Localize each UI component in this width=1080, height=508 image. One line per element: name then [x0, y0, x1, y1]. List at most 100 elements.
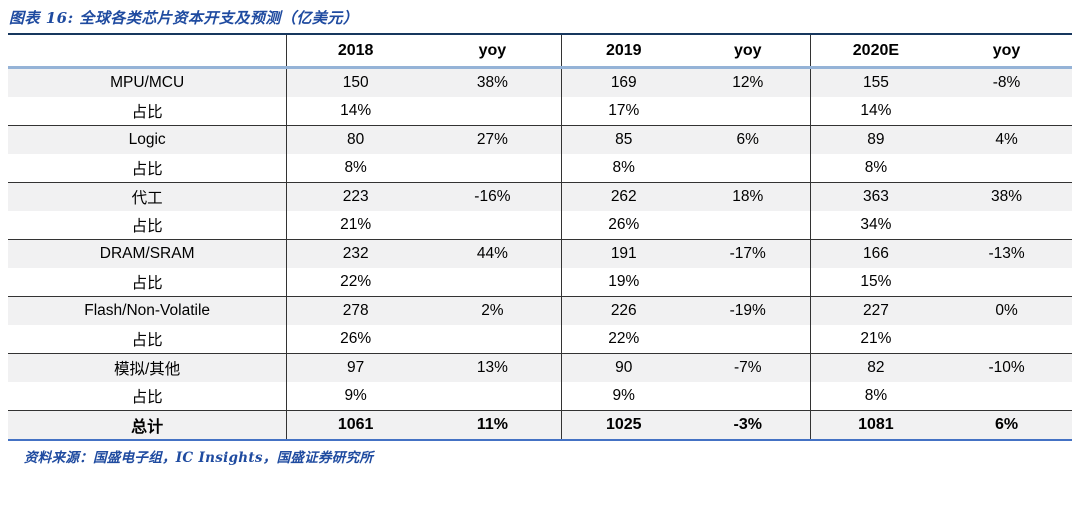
- table-cell: 22%: [340, 273, 372, 290]
- table-cell: 6%: [941, 410, 1072, 440]
- table-cell: [424, 325, 562, 354]
- table-cell: 1061: [286, 410, 425, 440]
- row-label: Logic: [8, 125, 288, 154]
- table-cell: 8%: [612, 159, 635, 176]
- table-cell: 0%: [941, 296, 1072, 325]
- table-cell: 15%: [860, 273, 892, 290]
- row-label: Flash/Non-Volatile: [8, 296, 288, 325]
- table-cell: 14%: [340, 102, 372, 119]
- table-cell: 44%: [424, 239, 562, 268]
- table-cell: 6%: [685, 125, 811, 154]
- table-cell: 262: [561, 182, 686, 211]
- table-cell: 4%: [941, 125, 1072, 154]
- table-cell: 14%: [860, 102, 892, 119]
- table-row: 占比 26% 22% 21%: [8, 325, 1072, 354]
- row-label: DRAM/SRAM: [8, 239, 288, 268]
- table-cell: 278: [286, 296, 425, 325]
- table-cell: 8%: [344, 159, 367, 176]
- table-cell: 1081: [810, 410, 942, 440]
- header-row: 2018 yoy 2019 yoy 2020E yoy: [8, 34, 1072, 68]
- table-cell: -8%: [941, 67, 1072, 97]
- table-cell: 227: [810, 296, 942, 325]
- row-label: 占比: [8, 325, 288, 354]
- table-cell: -3%: [685, 410, 811, 440]
- table-cell: [424, 268, 562, 297]
- table-cell: 22%: [608, 330, 640, 347]
- header-cell: 2018: [337, 41, 374, 59]
- table-row: 占比 14% 17% 14%: [8, 97, 1072, 126]
- row-label: 占比: [8, 97, 288, 126]
- table-cell: [685, 268, 811, 297]
- table-cell: 18%: [685, 182, 811, 211]
- table-cell: [685, 211, 811, 240]
- table-body: MPU/MCU 150 38% 169 12% 155 -8% 占比 14% 17% 14% Logi…: [8, 67, 1072, 440]
- row-label: 占比: [8, 382, 288, 411]
- table-cell: 9%: [612, 387, 635, 404]
- table-cell: [424, 211, 562, 240]
- table-row: Flash/Non-Volatile 278 2% 226 -19% 227 0%: [8, 296, 1072, 325]
- table-cell: 223: [286, 182, 425, 211]
- header-cell: 2019: [605, 41, 642, 59]
- table-cell: 27%: [424, 125, 562, 154]
- table-cell: 1025: [561, 410, 686, 440]
- source-note: 资料来源：国盛电子组，IC Insights，国盛证券研究所: [24, 450, 374, 466]
- capex-table: 2018 yoy 2019 yoy 2020E yoy MPU/MCU 150 38% 169 1…: [8, 33, 1072, 441]
- header-cell: yoy: [992, 41, 1021, 59]
- table-cell: 2%: [424, 296, 562, 325]
- table-cell: [941, 97, 1072, 126]
- table-cell: [685, 97, 811, 126]
- table-cell: 90: [561, 353, 686, 382]
- table-cell: 26%: [608, 216, 640, 233]
- table-cell: -17%: [685, 239, 811, 268]
- table-cell: 21%: [340, 216, 372, 233]
- table-cell: [941, 382, 1072, 411]
- row-label: 占比: [8, 211, 288, 240]
- row-label: 总计: [8, 410, 288, 440]
- table-header: 2018 yoy 2019 yoy 2020E yoy: [8, 34, 1072, 68]
- table-row: DRAM/SRAM 232 44% 191 -17% 166 -13%: [8, 239, 1072, 268]
- table-cell: [685, 325, 811, 354]
- row-label: 代工: [8, 182, 288, 211]
- table-cell: [424, 154, 562, 183]
- table-cell: -7%: [685, 353, 811, 382]
- table-cell: 8%: [864, 387, 888, 404]
- table-row: 占比 21% 26% 34%: [8, 211, 1072, 240]
- table-cell: -13%: [941, 239, 1072, 268]
- row-label: 模拟/其他: [8, 353, 288, 382]
- table-cell: 38%: [941, 182, 1072, 211]
- table-cell: 166: [810, 239, 942, 268]
- table-row: 占比 22% 19% 15%: [8, 268, 1072, 297]
- table-cell: 8%: [864, 159, 888, 176]
- figure-title: 图表 16: 全球各类芯片资本开支及预测（亿美元）: [9, 9, 359, 27]
- table-cell: 85: [561, 125, 686, 154]
- header-cell-label: [8, 34, 288, 68]
- table-cell: 34%: [860, 216, 892, 233]
- table-cell: 155: [810, 67, 942, 97]
- table-row: 代工 223 -16% 262 18% 363 38%: [8, 182, 1072, 211]
- table-cell: 38%: [424, 67, 562, 97]
- table-cell: 12%: [685, 67, 811, 97]
- table-cell: 191: [561, 239, 686, 268]
- table-cell: 13%: [424, 353, 562, 382]
- table-cell: 89: [810, 125, 942, 154]
- header-cell: 2020E: [852, 41, 900, 59]
- row-label: 占比: [8, 268, 288, 297]
- table-cell: 226: [561, 296, 686, 325]
- table-cell: 11%: [424, 410, 562, 440]
- table-cell: 232: [286, 239, 425, 268]
- table-row: 总计 1061 11% 1025 -3% 1081 6%: [8, 410, 1072, 440]
- table-cell: [685, 154, 811, 183]
- table-cell: [941, 268, 1072, 297]
- table-row: Logic 80 27% 85 6% 89 4%: [8, 125, 1072, 154]
- table-cell: [424, 382, 562, 411]
- table-cell: 26%: [340, 330, 372, 347]
- table-cell: 150: [286, 67, 425, 97]
- table-cell: -10%: [941, 353, 1072, 382]
- table-row: 模拟/其他 97 13% 90 -7% 82 -10%: [8, 353, 1072, 382]
- table-cell: [941, 325, 1072, 354]
- table-cell: 9%: [344, 387, 367, 404]
- table-cell: [424, 97, 562, 126]
- header-cell: yoy: [424, 34, 562, 68]
- table-cell: -19%: [685, 296, 811, 325]
